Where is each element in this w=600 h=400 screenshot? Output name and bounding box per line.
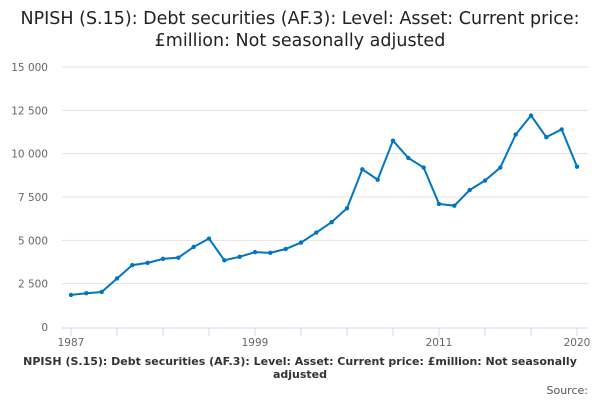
y-tick-label: 10 000 xyxy=(11,149,48,161)
data-point xyxy=(528,113,534,118)
data-point xyxy=(360,167,365,172)
data-point xyxy=(252,249,258,255)
y-tick-label: 7 500 xyxy=(18,192,48,204)
data-point xyxy=(298,240,304,245)
data-point xyxy=(452,203,457,208)
y-tick-label: 5 000 xyxy=(18,235,48,247)
y-tick-label: 2 500 xyxy=(18,279,48,291)
data-point xyxy=(206,236,212,241)
data-point xyxy=(329,219,334,225)
data-point xyxy=(130,262,135,268)
data-point xyxy=(406,155,411,161)
data-point xyxy=(237,254,242,259)
data-point xyxy=(283,246,288,252)
data-point xyxy=(176,255,181,260)
series-line xyxy=(70,113,578,296)
data-point xyxy=(191,244,196,250)
y-tick-label: 15 000 xyxy=(11,62,48,74)
source-label: Source: xyxy=(546,384,589,397)
data-point xyxy=(222,258,227,263)
data-point xyxy=(390,138,396,143)
data-point xyxy=(544,135,549,140)
data-point xyxy=(436,201,442,207)
y-tick-label: 0 xyxy=(41,322,48,334)
chart-title: NPISH (S.15): Debt securities (AF.3): Le… xyxy=(20,9,580,51)
data-point xyxy=(99,289,104,295)
data-point xyxy=(513,132,518,137)
data-point xyxy=(344,206,350,211)
data-point xyxy=(482,178,488,183)
x-tick-label: 1987 xyxy=(58,337,85,349)
data-point xyxy=(574,164,580,169)
data-point xyxy=(114,276,120,281)
data-point xyxy=(467,187,472,193)
data-point xyxy=(268,250,273,256)
data-point xyxy=(145,260,150,266)
x-tick-label: 1999 xyxy=(242,337,269,349)
chart-footer: NPISH (S.15): Debt securities (AF.3): Le… xyxy=(23,355,577,381)
line-chart: 0 2 500 5 000 7 500 10 000 12 500 15 000 1987 19… xyxy=(11,62,591,349)
x-tick-label: 2020 xyxy=(564,337,591,349)
data-point xyxy=(160,256,166,262)
data-point xyxy=(314,230,319,235)
x-tick-label: 2011 xyxy=(426,337,453,349)
data-point xyxy=(559,127,564,132)
data-point xyxy=(421,165,426,170)
data-point xyxy=(498,165,503,170)
data-point xyxy=(84,291,89,296)
y-tick-label: 12 500 xyxy=(11,105,48,117)
data-point xyxy=(375,177,380,182)
data-point xyxy=(68,292,74,298)
